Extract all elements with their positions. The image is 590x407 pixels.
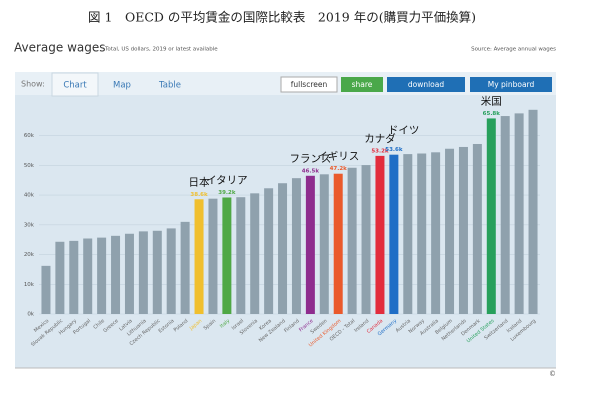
tab-active[interactable] [51, 72, 99, 97]
annotation: フランス [289, 153, 331, 165]
y-tick-label: 30k [24, 222, 35, 228]
annotation: イタリア [206, 174, 248, 186]
bar [208, 198, 218, 314]
annotation: カナダ [364, 132, 396, 145]
value-label: 47.2k [330, 166, 348, 172]
bar [472, 143, 482, 314]
button[interactable] [470, 77, 552, 92]
bar [458, 146, 468, 314]
copyright: © [549, 370, 556, 378]
annotation: 日本 [189, 175, 210, 188]
bar [166, 228, 176, 314]
button[interactable] [280, 76, 338, 93]
y-tick-label: 40k [24, 193, 35, 199]
bar [69, 240, 79, 314]
bar [486, 118, 496, 314]
value-label: 53.2k [371, 148, 389, 154]
y-tick-label: 20k [24, 252, 35, 258]
bar [124, 233, 134, 314]
bar [264, 188, 274, 314]
source: Source: Average annual wages [471, 47, 556, 53]
bar [41, 265, 51, 314]
button-label[interactable]: share [352, 80, 373, 89]
bar [305, 175, 315, 314]
value-label: 65.8k [483, 111, 501, 117]
bar [347, 167, 357, 314]
bar [278, 183, 288, 314]
bar [152, 230, 162, 314]
y-tick-label: 0k [27, 312, 34, 318]
bar [319, 174, 329, 314]
bar [291, 178, 301, 314]
value-label: 38.6k [190, 192, 208, 198]
bar [431, 152, 441, 314]
bar [194, 199, 204, 314]
tab[interactable]: Table [158, 81, 181, 91]
bar [83, 238, 93, 314]
button[interactable] [387, 77, 465, 92]
value-label: 46.5k [302, 168, 320, 174]
bar [375, 155, 385, 314]
bar [389, 154, 399, 314]
annotation: イギリス [317, 151, 359, 163]
bar [514, 113, 524, 314]
value-label: 39.2k [218, 190, 236, 196]
bar [55, 241, 65, 314]
annotation: 米国 [481, 94, 502, 107]
page-title: 図 1 OECD の平均賃金の国際比較表 2019 年の(購買力平価換算) [88, 10, 476, 25]
bar [138, 231, 148, 314]
button[interactable] [341, 77, 383, 92]
bar [333, 173, 343, 314]
button-label[interactable]: My pinboard [488, 80, 535, 89]
y-tick-label: 60k [24, 133, 35, 139]
bar [403, 154, 413, 314]
bar [97, 237, 107, 314]
tab[interactable]: Chart [63, 81, 87, 91]
bar [180, 221, 190, 314]
annotation: ドイツ [388, 125, 420, 137]
y-tick-label: 10k [24, 282, 35, 288]
bar [111, 235, 121, 314]
chart-title: Average wages [14, 41, 106, 55]
button-label[interactable]: download [408, 80, 445, 89]
tab[interactable]: Map [113, 81, 131, 91]
subtitle: Total, US dollars, 2019 or latest availa… [104, 47, 218, 53]
bar [236, 197, 246, 314]
bar [417, 153, 427, 314]
bar [361, 165, 371, 314]
bar [445, 148, 455, 314]
y-tick-label: 50k [24, 163, 35, 169]
bar [250, 193, 260, 314]
button-label[interactable]: fullscreen [291, 80, 328, 89]
bar [222, 197, 232, 314]
show-label: Show: [21, 80, 45, 89]
x-tick-label: Italy [219, 318, 231, 330]
bar [500, 116, 510, 314]
bar [528, 109, 538, 314]
value-label: 53.6k [385, 147, 403, 153]
